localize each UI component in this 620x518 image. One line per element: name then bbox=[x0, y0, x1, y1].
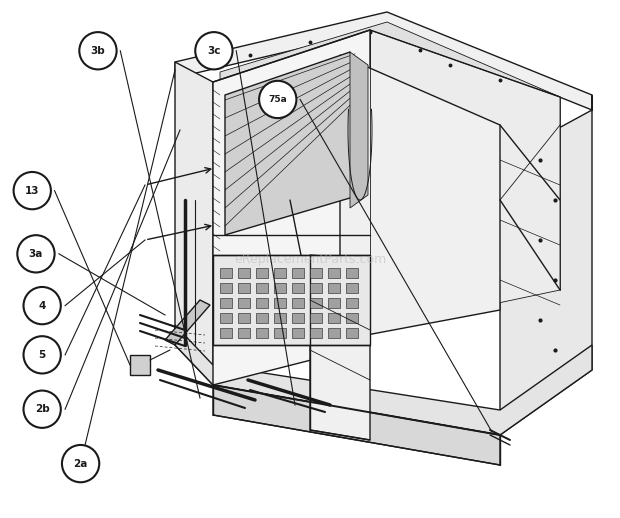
Bar bbox=[256, 328, 268, 338]
Bar bbox=[238, 328, 250, 338]
Circle shape bbox=[14, 172, 51, 209]
Bar bbox=[346, 268, 358, 278]
Bar bbox=[346, 313, 358, 323]
Bar bbox=[256, 298, 268, 308]
Text: 5: 5 bbox=[38, 350, 46, 360]
Circle shape bbox=[24, 336, 61, 373]
Polygon shape bbox=[213, 385, 500, 465]
Polygon shape bbox=[175, 325, 592, 435]
Bar bbox=[220, 268, 232, 278]
Polygon shape bbox=[165, 300, 210, 345]
Bar bbox=[328, 298, 340, 308]
Circle shape bbox=[17, 235, 55, 272]
Text: eReplacementParts.com: eReplacementParts.com bbox=[234, 252, 386, 266]
Bar bbox=[328, 313, 340, 323]
Text: 3c: 3c bbox=[207, 46, 221, 56]
Bar bbox=[238, 313, 250, 323]
Circle shape bbox=[259, 81, 296, 118]
Circle shape bbox=[79, 32, 117, 69]
Bar bbox=[310, 268, 322, 278]
Bar bbox=[220, 283, 232, 293]
Text: 4: 4 bbox=[38, 300, 46, 311]
Bar bbox=[274, 283, 286, 293]
Bar bbox=[346, 298, 358, 308]
Circle shape bbox=[195, 32, 232, 69]
Bar bbox=[274, 313, 286, 323]
Bar bbox=[256, 268, 268, 278]
Bar bbox=[274, 328, 286, 338]
Bar bbox=[256, 313, 268, 323]
Polygon shape bbox=[500, 95, 592, 435]
Bar bbox=[292, 328, 304, 338]
Bar bbox=[238, 283, 250, 293]
Text: 2b: 2b bbox=[35, 404, 50, 414]
Bar bbox=[220, 328, 232, 338]
Bar bbox=[274, 298, 286, 308]
Bar bbox=[238, 268, 250, 278]
Polygon shape bbox=[130, 355, 150, 375]
Bar bbox=[328, 268, 340, 278]
Polygon shape bbox=[213, 30, 370, 385]
Polygon shape bbox=[350, 52, 368, 208]
Polygon shape bbox=[175, 12, 592, 110]
Bar bbox=[328, 328, 340, 338]
Bar bbox=[220, 298, 232, 308]
Bar bbox=[292, 313, 304, 323]
Text: 13: 13 bbox=[25, 185, 40, 196]
Polygon shape bbox=[175, 62, 213, 385]
Bar bbox=[310, 313, 322, 323]
Bar bbox=[292, 268, 304, 278]
Bar bbox=[328, 283, 340, 293]
Bar bbox=[346, 328, 358, 338]
Bar bbox=[310, 283, 322, 293]
Text: 75a: 75a bbox=[268, 95, 287, 104]
Bar bbox=[256, 283, 268, 293]
Bar bbox=[292, 283, 304, 293]
Text: 3b: 3b bbox=[91, 46, 105, 56]
Text: 3a: 3a bbox=[29, 249, 43, 259]
Polygon shape bbox=[370, 30, 560, 330]
Polygon shape bbox=[220, 22, 560, 97]
Circle shape bbox=[24, 287, 61, 324]
Bar bbox=[310, 328, 322, 338]
Bar bbox=[220, 313, 232, 323]
Bar bbox=[292, 298, 304, 308]
Bar bbox=[346, 283, 358, 293]
Text: 2a: 2a bbox=[73, 458, 88, 469]
Circle shape bbox=[24, 391, 61, 428]
Circle shape bbox=[62, 445, 99, 482]
Polygon shape bbox=[340, 55, 500, 340]
Polygon shape bbox=[225, 52, 360, 235]
Bar bbox=[238, 298, 250, 308]
Polygon shape bbox=[310, 255, 370, 440]
Bar bbox=[310, 298, 322, 308]
Bar bbox=[274, 268, 286, 278]
Polygon shape bbox=[213, 255, 370, 345]
